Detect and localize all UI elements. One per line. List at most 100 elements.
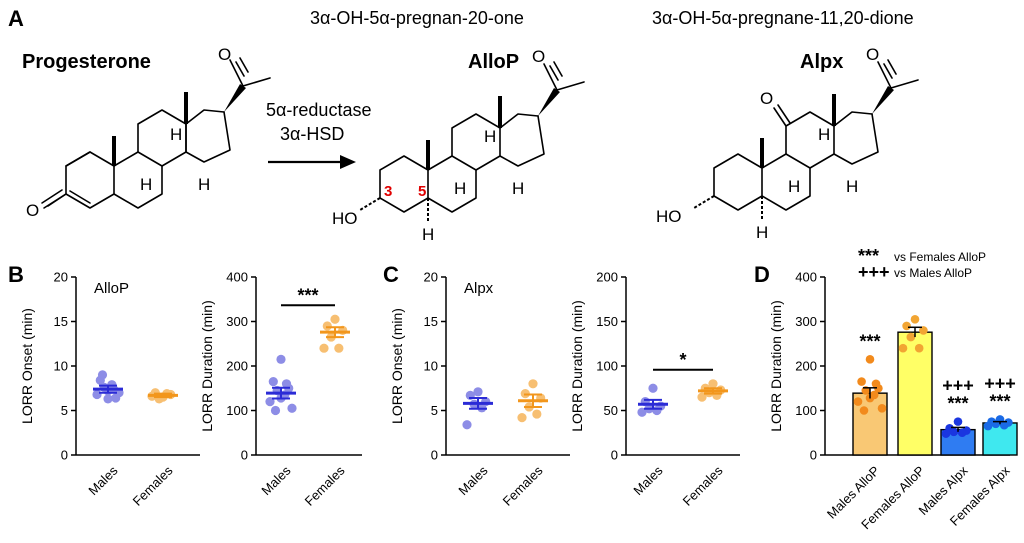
chart-b-duration: 0 100 200 300 400 LORR Duration (min) Males Fem…	[199, 270, 362, 509]
data-point	[473, 387, 483, 397]
allop-h-9: H	[454, 179, 466, 198]
data-point	[270, 405, 281, 416]
data-point	[859, 406, 869, 415]
allop-chemical-name: 3α-OH-5α-pregnan-20-one	[310, 8, 524, 28]
y-tick-label: 200	[795, 359, 817, 374]
data-point	[648, 383, 658, 393]
y-axis-label: LORR Onset (min)	[389, 308, 405, 424]
data-point	[319, 343, 329, 353]
y-axis-label: LORR Duration (min)	[569, 300, 585, 431]
data-point	[697, 392, 707, 402]
progesterone-h-9: H	[140, 175, 152, 194]
data-point	[865, 355, 875, 364]
category-label: Females	[130, 463, 176, 509]
y-tick-label: 50	[604, 403, 618, 418]
y-tick-label: 0	[810, 448, 817, 463]
chart-subtitle: Alpx	[464, 280, 494, 297]
y-tick-label: 20	[424, 270, 438, 285]
chart-c-duration: 0 50 100 150 200 LORR Duration (min) Males Fema…	[569, 270, 740, 509]
data-point	[941, 429, 951, 438]
allop-position-3: 3	[384, 183, 392, 200]
data-point	[953, 417, 963, 426]
panel-letter-a: A	[8, 6, 24, 31]
data-point	[268, 376, 278, 387]
data-point	[999, 420, 1009, 430]
significance-vs-females: ***	[947, 394, 968, 414]
reaction-arrow	[268, 155, 356, 169]
y-tick-label: 20	[54, 270, 68, 285]
significance-vs-males: +++	[942, 376, 974, 396]
alpx-chemical-name: 3α-OH-5α-pregnane-11,20-dione	[652, 8, 914, 28]
y-tick-label: 0	[611, 448, 618, 463]
alpx-h-14: H	[846, 177, 858, 196]
data-point	[871, 379, 881, 389]
allop-carbonyl-oxygen: O	[532, 47, 545, 66]
data-point	[330, 314, 340, 324]
significance-label: *	[679, 350, 686, 370]
panel-letter-b: B	[8, 262, 24, 287]
alpx-h-5: H	[756, 223, 768, 242]
alpx-h-8: H	[818, 125, 830, 144]
data-point	[983, 421, 993, 431]
legend-text: vs Females AlloP	[894, 250, 986, 264]
allop-structure	[359, 61, 585, 222]
progesterone-h-8: H	[170, 125, 182, 144]
chart-c-onset: 0 5 10 15 20 LORR Onset (min) Alpx Males Females	[389, 270, 570, 509]
alpx-structure	[693, 59, 919, 220]
y-tick-label: 0	[431, 448, 438, 463]
y-tick-label: 100	[226, 403, 248, 418]
alpx-carbonyl-oxygen: O	[866, 45, 879, 64]
category-label: Males	[455, 463, 490, 498]
allop-h-8: H	[484, 127, 496, 146]
y-tick-label: 5	[431, 403, 438, 418]
y-tick-label: 400	[795, 270, 817, 285]
data-point	[957, 428, 967, 438]
y-tick-label: 200	[596, 270, 618, 285]
data-point	[902, 321, 911, 331]
progesterone-label: Progesterone	[22, 51, 151, 73]
enzyme-3a-hsd: 3α-HSD	[280, 124, 344, 144]
category-label: Females	[680, 463, 726, 509]
y-axis-label: LORR Duration (min)	[768, 300, 784, 431]
data-point	[914, 343, 924, 353]
allop-label: AlloP	[468, 51, 519, 73]
data-point	[528, 379, 538, 389]
y-tick-label: 300	[795, 314, 817, 329]
y-tick-label: 100	[596, 359, 618, 374]
progesterone-structure	[41, 57, 271, 209]
enzyme-5a-reductase: 5α-reductase	[266, 100, 371, 120]
category-label: Females	[500, 463, 546, 509]
panel-letter-d: D	[754, 262, 770, 287]
y-tick-label: 100	[795, 403, 817, 418]
significance-vs-males: +++	[984, 373, 1016, 393]
data-point	[462, 420, 472, 430]
y-tick-label: 5	[61, 403, 68, 418]
data-point	[517, 413, 527, 423]
allop-position-5: 5	[418, 183, 426, 200]
category-label: Females	[302, 463, 348, 509]
y-tick-label: 0	[61, 448, 68, 463]
allop-h-5: H	[422, 225, 434, 244]
category-label: Males	[258, 463, 293, 498]
data-point	[906, 332, 916, 342]
legend-text: vs Males AlloP	[894, 266, 972, 280]
y-tick-label: 15	[424, 314, 438, 329]
progesterone-h-14: H	[198, 175, 210, 194]
y-tick-label: 10	[54, 359, 68, 374]
data-point	[910, 314, 920, 324]
data-point	[281, 379, 292, 389]
data-point	[991, 419, 1001, 429]
alpx-h-9: H	[788, 177, 800, 196]
y-axis-label: LORR Onset (min)	[19, 308, 35, 424]
data-point	[276, 354, 286, 364]
chart-subtitle: AlloP	[94, 280, 129, 297]
legend-symbol: +++	[858, 262, 890, 282]
data-point	[637, 407, 647, 417]
category-label: Males	[85, 463, 120, 498]
alpx-hydroxyl: HO	[656, 207, 682, 226]
y-tick-label: 400	[226, 270, 248, 285]
data-point	[532, 409, 542, 419]
progesterone-oxygen: O	[26, 201, 39, 220]
